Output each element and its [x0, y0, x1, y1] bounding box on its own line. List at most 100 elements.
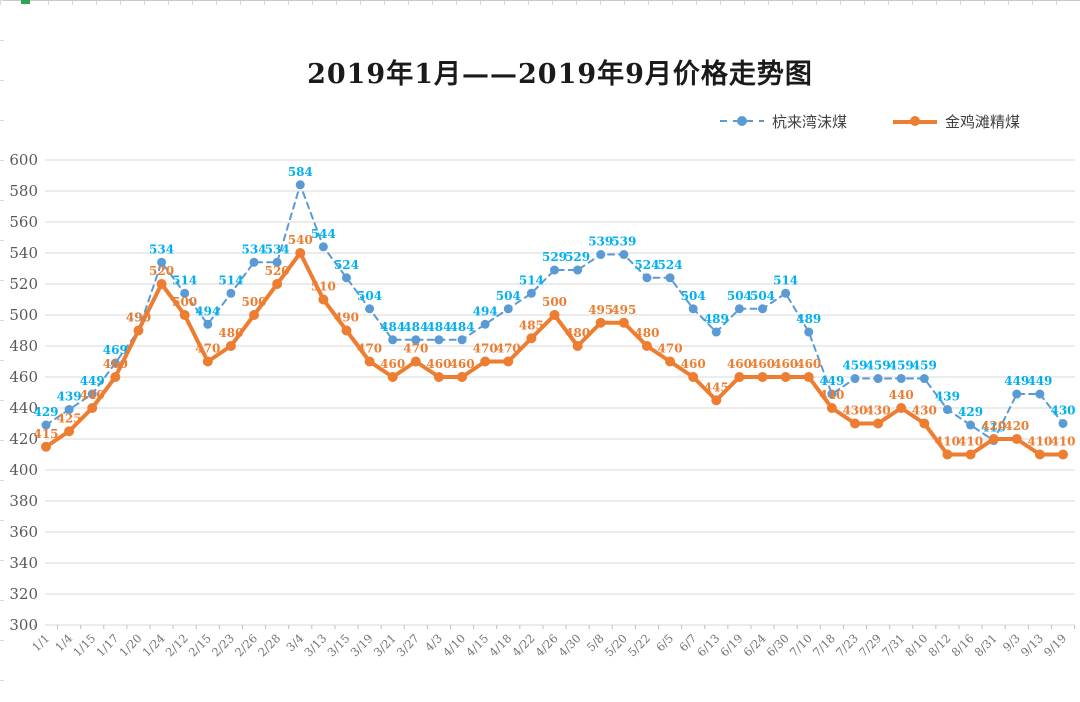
data-point[interactable]: [873, 418, 884, 429]
data-point[interactable]: [596, 250, 606, 260]
data-point[interactable]: [64, 426, 75, 437]
data-point[interactable]: [1011, 434, 1022, 444]
data-point[interactable]: [826, 403, 837, 413]
data-point[interactable]: [179, 310, 190, 320]
data-point[interactable]: [526, 288, 536, 298]
data-point[interactable]: [157, 257, 167, 267]
data-point[interactable]: [573, 265, 583, 275]
data-point[interactable]: [850, 374, 860, 384]
chart-legend: 杭来湾沫煤 金鸡滩精煤: [0, 108, 1020, 134]
data-point[interactable]: [295, 180, 305, 190]
x-axis-tick-label: 5/20: [602, 631, 630, 659]
data-point[interactable]: [734, 372, 745, 382]
data-point[interactable]: [688, 304, 698, 314]
data-point[interactable]: [480, 356, 491, 367]
data-point[interactable]: [711, 327, 721, 337]
data-point[interactable]: [1012, 389, 1022, 399]
data-point[interactable]: [133, 325, 144, 336]
legend-item-jinjitan[interactable]: 金鸡滩精煤: [892, 111, 1020, 132]
data-label: 439: [935, 390, 960, 404]
data-point[interactable]: [758, 304, 768, 314]
data-point[interactable]: [849, 418, 860, 429]
data-point[interactable]: [203, 319, 213, 329]
data-point[interactable]: [919, 374, 929, 384]
data-point[interactable]: [365, 304, 375, 314]
data-point[interactable]: [641, 341, 652, 351]
data-point[interactable]: [457, 335, 467, 345]
data-point[interactable]: [180, 288, 190, 298]
data-point[interactable]: [41, 441, 51, 452]
data-point[interactable]: [873, 374, 883, 384]
data-point[interactable]: [688, 372, 699, 382]
data-point[interactable]: [1035, 389, 1045, 399]
data-point[interactable]: [595, 317, 606, 328]
data-point[interactable]: [341, 325, 352, 336]
data-point[interactable]: [711, 395, 722, 406]
data-point[interactable]: [896, 374, 906, 384]
data-point[interactable]: [781, 288, 791, 298]
data-point[interactable]: [572, 341, 583, 351]
data-point[interactable]: [734, 304, 744, 314]
data-point[interactable]: [433, 372, 444, 382]
data-point[interactable]: [618, 317, 629, 328]
data-point[interactable]: [503, 356, 514, 367]
data-label: 534: [265, 242, 290, 256]
data-point[interactable]: [411, 335, 421, 345]
data-point[interactable]: [827, 389, 837, 399]
data-point[interactable]: [780, 372, 791, 382]
data-point[interactable]: [966, 420, 976, 430]
data-point[interactable]: [665, 356, 676, 367]
data-point[interactable]: [110, 372, 121, 382]
data-point[interactable]: [919, 418, 930, 429]
data-point[interactable]: [988, 434, 999, 444]
data-point[interactable]: [295, 248, 306, 258]
data-point[interactable]: [364, 356, 375, 367]
data-point[interactable]: [1058, 449, 1068, 460]
data-point[interactable]: [341, 273, 351, 283]
data-point[interactable]: [272, 257, 282, 267]
data-point[interactable]: [757, 372, 768, 382]
data-point[interactable]: [387, 372, 398, 382]
data-point[interactable]: [87, 403, 98, 413]
data-point[interactable]: [1058, 419, 1068, 428]
data-point[interactable]: [942, 449, 953, 460]
data-label: 520: [149, 264, 174, 278]
data-point[interactable]: [896, 403, 907, 413]
data-point[interactable]: [318, 242, 328, 252]
data-point[interactable]: [665, 273, 675, 283]
data-point[interactable]: [434, 335, 444, 345]
data-point[interactable]: [619, 250, 629, 260]
data-point[interactable]: [803, 372, 814, 382]
data-point[interactable]: [156, 279, 167, 289]
data-point[interactable]: [480, 319, 490, 329]
spreadsheet-top-gridline: [0, 0, 1080, 6]
data-point[interactable]: [318, 294, 329, 305]
data-point[interactable]: [550, 265, 559, 275]
y-axis-tick-label: 480: [9, 337, 38, 355]
data-label: 445: [704, 380, 729, 394]
data-point[interactable]: [272, 279, 283, 289]
data-point[interactable]: [549, 310, 560, 320]
data-point[interactable]: [202, 356, 213, 367]
data-point[interactable]: [87, 389, 97, 399]
data-point[interactable]: [226, 288, 236, 298]
data-point[interactable]: [1034, 449, 1045, 460]
data-point[interactable]: [410, 356, 421, 367]
data-point[interactable]: [457, 372, 468, 382]
data-point[interactable]: [804, 327, 814, 337]
data-point[interactable]: [642, 273, 652, 283]
data-point[interactable]: [503, 304, 513, 314]
data-point[interactable]: [965, 449, 976, 460]
data-point[interactable]: [41, 420, 51, 430]
data-point[interactable]: [942, 405, 952, 415]
data-point[interactable]: [225, 341, 236, 351]
data-point[interactable]: [249, 257, 259, 267]
data-point[interactable]: [110, 358, 120, 368]
y-axis-tick-label: 320: [9, 585, 38, 603]
data-point[interactable]: [64, 405, 74, 415]
legend-item-hanglaiwan[interactable]: 杭来湾沫煤: [719, 111, 847, 132]
data-point[interactable]: [388, 335, 398, 345]
data-point[interactable]: [249, 310, 260, 320]
data-point[interactable]: [526, 333, 537, 344]
